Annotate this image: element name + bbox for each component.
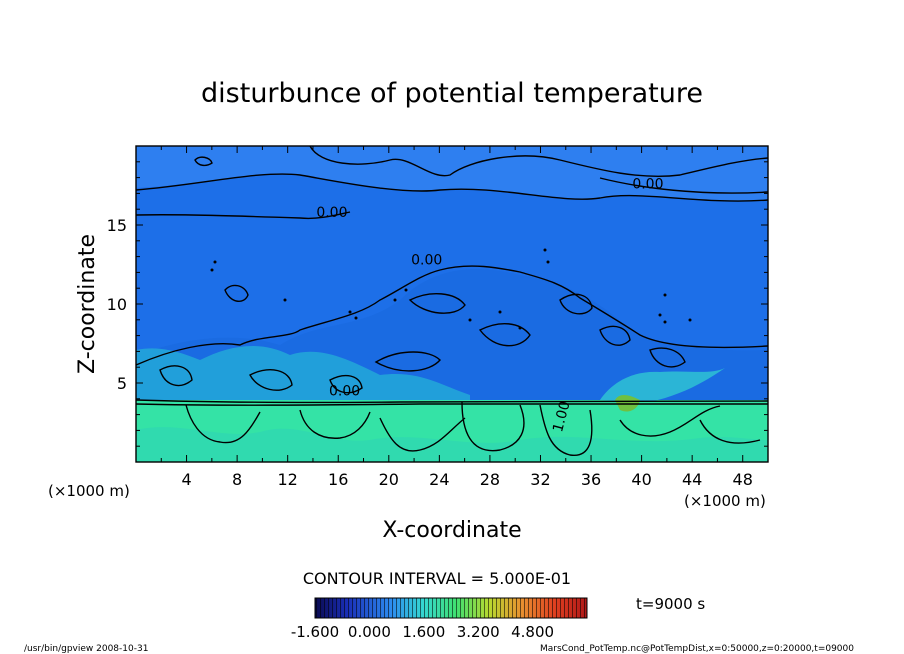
plot-area xyxy=(136,146,768,462)
y-tick-label: 5 xyxy=(117,374,127,393)
contour-lines xyxy=(136,146,768,456)
x-axis-title: X-coordinate xyxy=(382,518,521,543)
green-patch xyxy=(615,395,640,412)
convective-blob xyxy=(600,368,725,402)
x-tick-label: 12 xyxy=(278,470,298,489)
cyan-cells-fill xyxy=(136,345,470,405)
y-unit-label: (×1000 m) xyxy=(48,482,130,500)
chart-title: disturbunce of potential temperature xyxy=(201,78,703,109)
time-label: t=9000 s xyxy=(636,595,705,613)
colorbar-stripes xyxy=(315,598,587,618)
x-tick-label: 28 xyxy=(480,470,500,489)
colorbar-tick-label: 1.600 xyxy=(402,623,445,641)
colorbar-tick-label: 0.000 xyxy=(348,623,391,641)
colorbar-tick-label: -1.600 xyxy=(291,623,339,641)
footer-left: /usr/bin/gpview 2008-10-31 xyxy=(24,644,148,654)
contour-label: 0.00 xyxy=(329,384,360,400)
x-axis-ticks: 4 8 12 16 20 24 28 32 36 40 44 48 xyxy=(135,146,769,489)
x-tick-label: 40 xyxy=(631,470,651,489)
x-tick-label: 4 xyxy=(181,470,191,489)
contour-interval: CONTOUR INTERVAL = 5.000E-01 xyxy=(303,569,571,588)
x-tick-label: 16 xyxy=(328,470,348,489)
y-axis-ticks: 5 10 15 xyxy=(107,145,768,463)
x-tick-label: 32 xyxy=(530,470,550,489)
colorbar-tick-labels: -1.600 0.000 1.600 3.200 4.800 xyxy=(291,623,554,641)
y-axis-title: Z-coordinate xyxy=(75,234,100,374)
y-tick-label: 10 xyxy=(107,295,127,314)
contour-label: 0.00 xyxy=(316,205,347,221)
lower-layer-variation xyxy=(136,427,768,462)
x-unit-label: (×1000 m) xyxy=(684,492,766,510)
colorbar-frame xyxy=(314,597,588,619)
contour-label: 0.00 xyxy=(411,253,442,269)
footer-right: MarsCond_PotTemp.nc@PotTempDist,x=0:5000… xyxy=(540,644,854,654)
colorbar-tick-label: 4.800 xyxy=(511,623,554,641)
y-tick-label: 15 xyxy=(107,216,127,235)
colorbar-tick-label: 3.200 xyxy=(457,623,500,641)
x-tick-label: 24 xyxy=(429,470,449,489)
x-tick-label: 8 xyxy=(232,470,242,489)
colorbar xyxy=(314,597,588,619)
contour-labels: 0.00 0.00 0.00 0.00 1.00 xyxy=(316,177,663,434)
contour-label: 0.00 xyxy=(632,177,663,193)
x-tick-label: 44 xyxy=(682,470,702,489)
x-tick-label: 36 xyxy=(581,470,601,489)
x-tick-label: 20 xyxy=(379,470,399,489)
contour-label: 1.00 xyxy=(550,400,574,434)
x-tick-label: 48 xyxy=(733,470,753,489)
contour-dots xyxy=(210,248,692,330)
